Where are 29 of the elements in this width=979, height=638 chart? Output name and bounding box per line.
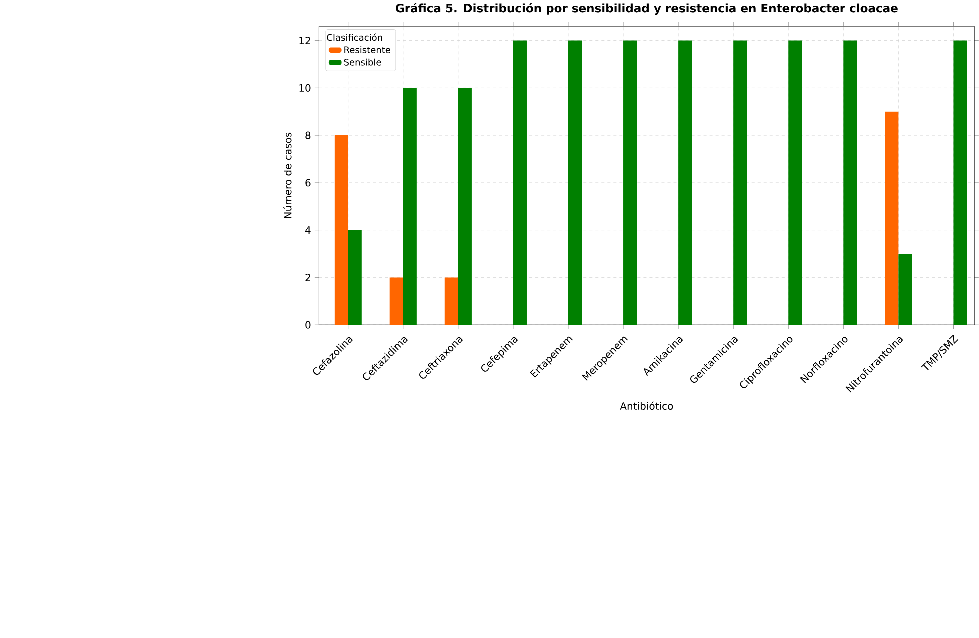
legend-label: Resistente — [344, 46, 390, 54]
legend-label: Sensible — [344, 58, 382, 66]
bar — [390, 278, 404, 326]
y-axis-title: Número de casos — [284, 132, 292, 218]
bar — [403, 88, 417, 326]
y-tick-label: 8 — [306, 132, 311, 140]
bar — [885, 112, 899, 326]
chart-title: Gráfica 5. Distribución por sensibilidad y resistencia en Enterobacter cloacae — [396, 3, 898, 16]
bar — [624, 40, 638, 326]
bar — [788, 40, 802, 326]
bar — [734, 40, 748, 326]
y-tick-label: 10 — [300, 84, 311, 92]
y-tick-label: 0 — [306, 321, 311, 329]
legend-title: Clasificación — [327, 34, 382, 42]
bar — [844, 40, 858, 326]
bar — [513, 40, 527, 326]
y-tick-label: 2 — [306, 274, 310, 282]
y-tick-label: 6 — [306, 179, 311, 187]
x-axis-title: Antibiótico — [620, 402, 674, 410]
y-tick-label: 12 — [300, 37, 310, 45]
bar — [898, 254, 912, 326]
bar — [458, 88, 472, 326]
bar — [678, 40, 692, 326]
y-tick-label: 4 — [305, 226, 311, 234]
bar — [444, 278, 458, 326]
bar — [348, 230, 362, 326]
bar — [954, 40, 968, 326]
bar — [568, 40, 582, 326]
bar — [334, 136, 348, 326]
